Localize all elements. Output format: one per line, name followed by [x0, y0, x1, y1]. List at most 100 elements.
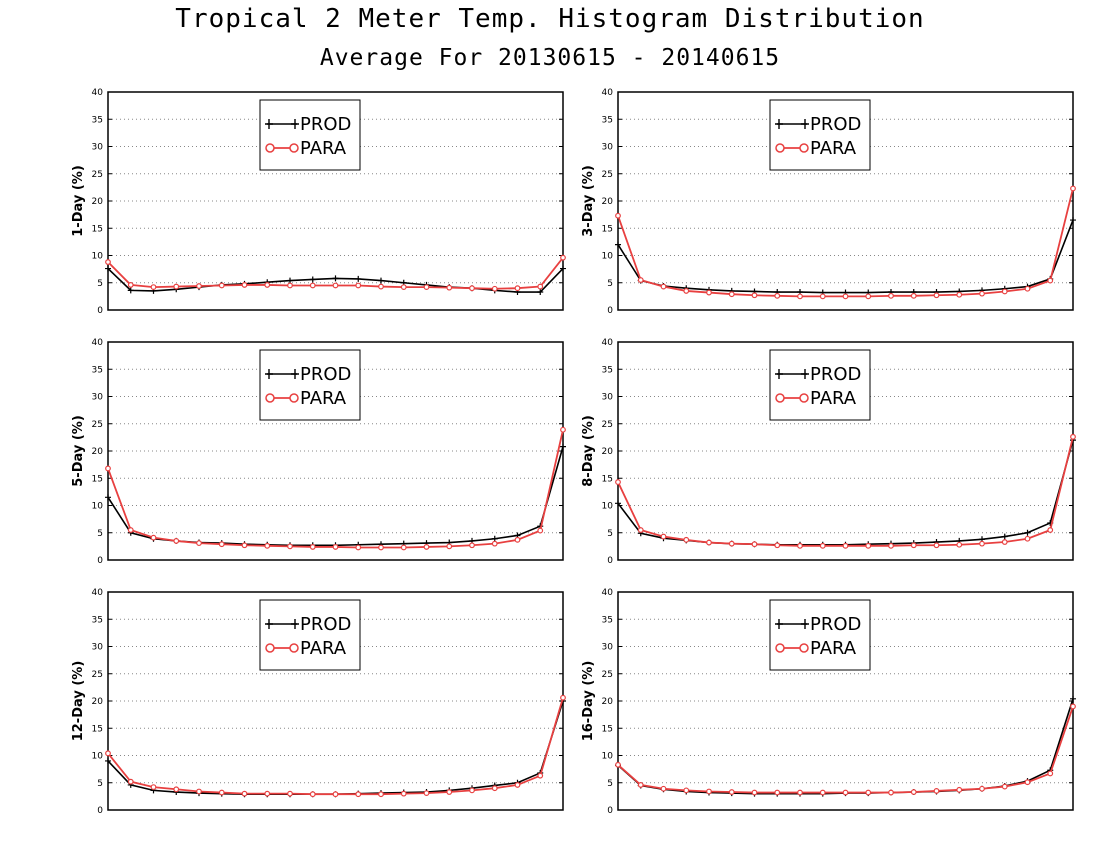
- point-para: [660, 283, 667, 290]
- plot-frame: [617, 341, 1074, 561]
- point-para: [706, 788, 712, 795]
- legend-label-para: PARA: [810, 388, 857, 409]
- y-tick-label: 5: [97, 529, 103, 539]
- point-para: [309, 791, 316, 798]
- point-prod: [105, 494, 111, 501]
- point-para: [888, 292, 894, 299]
- legend: PROD PARA: [769, 99, 871, 171]
- y-tick-label: 40: [602, 588, 614, 598]
- legend-box: [259, 599, 361, 671]
- y-tick-label: 35: [92, 615, 103, 625]
- y-tick-label: 25: [602, 670, 613, 680]
- point-para: [728, 540, 735, 547]
- point-para: [105, 465, 111, 472]
- point-para: [1001, 539, 1008, 545]
- y-tick-label: 40: [602, 88, 614, 98]
- y-tick-label: 30: [92, 643, 104, 653]
- y-tick-label: 30: [602, 393, 614, 403]
- point-para: [774, 542, 781, 549]
- point-prod: [1001, 533, 1008, 540]
- legend-label-prod: PROD: [300, 114, 351, 135]
- legend-marker-para: [799, 143, 809, 153]
- y-tick-label: 35: [602, 615, 613, 625]
- point-para: [423, 544, 430, 550]
- point-para: [660, 533, 667, 540]
- point-para: [400, 790, 407, 797]
- point-para: [537, 772, 544, 779]
- point-para: [637, 782, 644, 788]
- y-tick-label: 15: [92, 224, 103, 234]
- legend-marker-para: [799, 643, 809, 653]
- series-line-para: [107, 697, 564, 796]
- panel-1: 0 5 10 15 20 25 30 35 40 1-Day (%) PROD PARA: [71, 88, 566, 316]
- y-tick-label: 15: [602, 224, 613, 234]
- point-para: [264, 790, 271, 797]
- point-para: [1001, 783, 1008, 790]
- point-prod: [615, 500, 621, 507]
- legend: PROD PARA: [259, 349, 361, 421]
- y-tick-label: 15: [92, 724, 103, 734]
- point-para: [774, 789, 781, 796]
- point-para: [241, 790, 248, 797]
- point-para: [797, 789, 803, 796]
- point-para: [751, 789, 758, 796]
- point-para: [683, 787, 690, 794]
- series-line-prod: [617, 219, 1074, 294]
- legend-marker-prod: [291, 619, 299, 629]
- panel-2: 0 5 10 15 20 25 30 35 40 3-Day (%) PROD PARA: [581, 88, 1076, 316]
- point-para: [241, 282, 248, 288]
- point-para: [127, 527, 134, 533]
- y-tick-label: 25: [92, 170, 103, 180]
- point-para: [751, 292, 758, 299]
- point-para: [1047, 770, 1054, 777]
- point-para: [637, 277, 644, 283]
- y-tick-label: 10: [602, 252, 614, 262]
- panel-4: 0 5 10 15 20 25 30 35 40 8-Day (%) PROD PARA: [581, 338, 1076, 566]
- point-para: [865, 789, 872, 796]
- legend-marker-prod: [801, 619, 809, 629]
- y-tick-label: 10: [602, 752, 614, 762]
- legend-marker-prod: [801, 119, 809, 129]
- point-para: [956, 786, 963, 793]
- point-para: [842, 542, 849, 549]
- y-tick-label: 25: [602, 420, 613, 430]
- y-tick-label: 30: [602, 143, 614, 153]
- y-tick-label: 10: [92, 252, 104, 262]
- y-tick-label: 10: [92, 752, 104, 762]
- point-para: [355, 282, 362, 289]
- y-tick-label: 15: [92, 474, 103, 484]
- y-axis-label: 3-Day (%): [581, 165, 596, 237]
- point-para: [842, 293, 849, 300]
- point-para: [423, 790, 430, 797]
- legend-box: [769, 349, 871, 421]
- point-para: [309, 544, 316, 550]
- point-para: [706, 289, 712, 296]
- legend-marker-prod: [775, 119, 783, 129]
- point-para: [264, 542, 271, 549]
- point-para: [910, 292, 917, 299]
- y-tick-label: 0: [607, 806, 613, 816]
- y-tick-label: 25: [602, 170, 613, 180]
- point-para: [1047, 527, 1054, 533]
- point-para: [400, 284, 407, 291]
- point-para: [173, 538, 180, 544]
- point-para: [728, 789, 735, 795]
- point-para: [865, 293, 872, 300]
- legend-marker-prod: [265, 619, 273, 629]
- plot-frame: [107, 341, 564, 561]
- y-tick-label: 40: [92, 338, 104, 348]
- point-para: [105, 259, 111, 265]
- point-para: [1070, 185, 1076, 192]
- series-line-para: [617, 706, 1074, 794]
- panel-5: 0 5 10 15 20 25 30 35 40 12-Day (%) PROD PARA: [71, 588, 566, 816]
- point-para: [537, 283, 544, 290]
- point-para: [751, 541, 758, 548]
- point-para: [196, 540, 202, 547]
- point-para: [956, 291, 963, 298]
- point-prod: [332, 275, 339, 282]
- point-para: [150, 784, 157, 791]
- point-para: [287, 282, 293, 289]
- legend: PROD PARA: [769, 599, 871, 671]
- point-para: [910, 542, 917, 549]
- series-line-para: [617, 436, 1074, 547]
